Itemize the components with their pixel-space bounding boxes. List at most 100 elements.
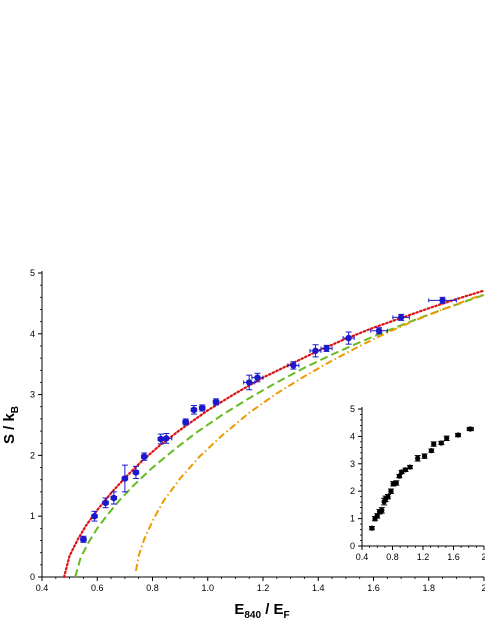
x-axis-title-sub1: 840: [244, 610, 261, 621]
inset-point-marker: [402, 467, 409, 473]
inset-y-tick-label: 5: [350, 404, 355, 414]
main-point-marker: [323, 345, 330, 352]
main-point-marker: [199, 404, 206, 412]
main-data-point: [392, 313, 410, 321]
inset-plot: 0.4 0.8 1.2 1.6 2 0 1 2 3 4 5: [350, 404, 485, 562]
inset-point-marker: [415, 455, 421, 461]
main-y-tick-label: 2: [30, 450, 35, 460]
main-data-point: [140, 452, 148, 461]
main-x-tick-label: 0.8: [146, 583, 159, 593]
main-point-marker: [290, 362, 297, 369]
inset-data-point: [402, 467, 409, 473]
main-y-tick-label: 1: [30, 511, 35, 521]
main-data-point: [287, 361, 300, 370]
inset-data-point: [396, 473, 403, 479]
x-axis-title-sub2: F: [284, 610, 290, 621]
main-data-point: [320, 344, 333, 352]
main-point-marker: [345, 334, 352, 342]
main-data-point: [212, 398, 220, 406]
main-point-marker: [254, 374, 261, 381]
main-x-tick-label: 1.2: [257, 583, 270, 593]
inset-x-tick-label: 0.4: [356, 552, 369, 562]
main-point-marker: [312, 347, 319, 355]
main-data-point: [428, 296, 457, 304]
inset-y-tick-label: 3: [350, 459, 355, 469]
x-axis-title: E840 / EF: [234, 601, 289, 621]
main-dashed-curve: [74, 293, 485, 578]
inset-point-marker: [444, 435, 450, 441]
main-point-marker: [190, 406, 198, 413]
y-axis-title: S / kB: [1, 406, 21, 444]
main-point-marker: [182, 418, 189, 426]
inset-x-tick-label: 0.8: [386, 552, 399, 562]
main-x-tick-label: 1.6: [367, 583, 380, 593]
main-plot: 0.4 0.6 0.8 1.0 1.2 1.4 1.6 1.8 2 0 1 2 3 4 5: [30, 268, 485, 593]
inset-data-point: [455, 432, 462, 438]
inset-data-point: [407, 464, 414, 470]
inset-point-marker: [438, 440, 444, 446]
main-point-marker: [439, 297, 446, 304]
main-point-marker: [212, 398, 220, 406]
main-point-marker: [141, 453, 148, 460]
inset-y-tick-label: 4: [350, 431, 355, 441]
main-y-tick-label: 3: [30, 390, 35, 400]
inset-data-point: [438, 440, 445, 446]
main-data-point: [309, 344, 322, 358]
main-x-tick-label: 2: [481, 583, 485, 593]
inset-data-point: [387, 488, 394, 494]
main-data-point: [243, 374, 256, 391]
inset-data-point: [378, 507, 385, 514]
main-dotted-curve: [62, 289, 485, 579]
inset-point-marker: [407, 464, 413, 470]
inset-data-point: [428, 448, 435, 454]
main-data-point: [132, 465, 140, 480]
inset-y-tick-label: 2: [350, 486, 355, 496]
inset-data-point: [430, 441, 437, 447]
main-point-marker: [132, 469, 140, 476]
inset-data-point: [384, 493, 391, 500]
main-y-tick-label: 0: [30, 572, 35, 582]
inset-x-tick-label: 1.2: [417, 552, 430, 562]
main-point-marker: [102, 499, 109, 507]
inset-point-marker: [388, 488, 394, 494]
main-dashdot-curve: [134, 293, 485, 572]
inset-point-marker: [431, 441, 437, 447]
main-point-marker: [110, 494, 118, 502]
main-data-point: [80, 535, 87, 543]
inset-point-marker: [399, 469, 405, 475]
main-x-tick-label: 1.4: [312, 583, 325, 593]
y-axis-title-sub: B: [10, 406, 21, 413]
inset-data-point: [393, 480, 400, 486]
inset-point-marker: [467, 426, 473, 432]
main-point-marker: [121, 475, 129, 482]
inset-y-tick-label: 1: [350, 514, 355, 524]
inset-point-marker: [374, 513, 380, 519]
inset-point-marker: [369, 525, 375, 531]
inset-point-marker: [393, 480, 399, 486]
main-data-point: [110, 491, 118, 505]
inset-data-point: [414, 455, 421, 462]
main-point-marker: [163, 435, 170, 442]
inset-point-marker: [385, 494, 391, 500]
inset-point-marker: [396, 473, 402, 479]
inset-data-point: [421, 453, 428, 459]
main-point-marker: [80, 536, 87, 543]
y-axis-title-main: S / k: [1, 413, 18, 445]
main-data-point: [91, 510, 98, 522]
main-x-tick-label: 1.0: [201, 583, 214, 593]
inset-x-tick-label: 1.6: [447, 552, 460, 562]
main-point-marker: [375, 327, 383, 334]
main-data-point: [121, 464, 129, 493]
inset-data-point: [374, 513, 381, 519]
main-data-point: [251, 372, 264, 383]
main-point-marker: [245, 379, 253, 386]
x-axis-title-mid: / E: [261, 601, 284, 618]
main-data-point: [198, 404, 206, 412]
main-point-marker: [397, 314, 405, 321]
inset-data-point: [443, 435, 450, 442]
inset-point-marker: [428, 448, 434, 454]
main-y-tick-label: 5: [30, 268, 35, 278]
main-x-tick-label: 0.4: [36, 583, 49, 593]
main-data-point: [342, 331, 355, 345]
